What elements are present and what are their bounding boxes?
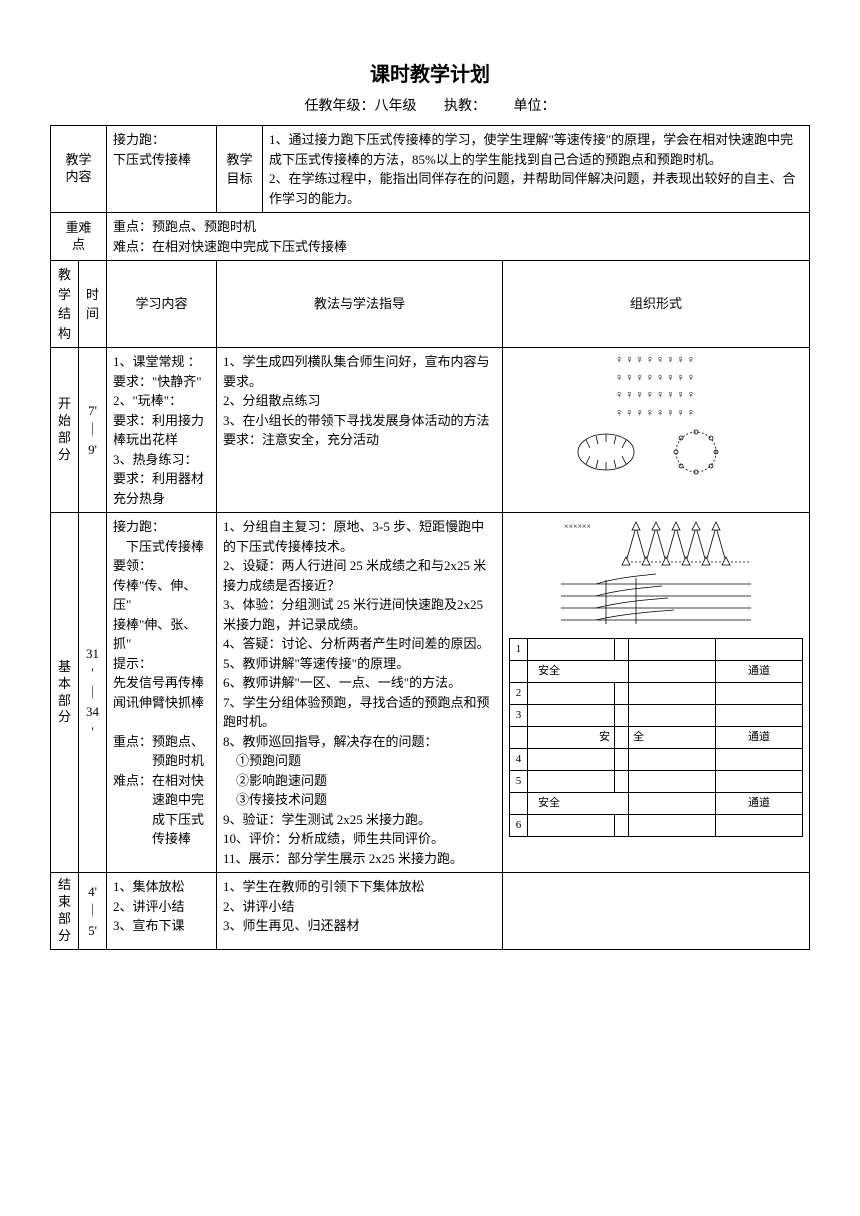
col-method: 教法与学法指导 [217, 261, 503, 348]
main-method: 1、分组自主复习：原地、3-5 步、短距慢跑中的下压式传接棒技术。 2、设疑：两… [217, 513, 503, 873]
end-content: 1、集体放松 2、讲评小结 3、宣布下课 [107, 873, 217, 950]
start-time: 7' ｜ 9' [79, 348, 107, 513]
grid-cell: 4 [510, 749, 528, 771]
lane-grid: 1 安全通道 2 3 安全通道 4 5 安全通道 6 [509, 638, 803, 837]
main-label: 基 本 部 分 [51, 513, 79, 873]
page-title: 课时教学计划 [50, 60, 810, 90]
col-time: 时 间 [79, 261, 107, 348]
col-formation: 组织形式 [503, 261, 810, 348]
col-structure: 教学 结构 [51, 261, 79, 348]
content-label: 教学 内容 [51, 126, 107, 213]
svg-text:××××××: ×××××× [564, 522, 591, 531]
main-formation: ×××××× [503, 513, 810, 873]
grid-cell: 1 [510, 639, 528, 661]
formation-rows-icon: ♀♀♀♀♀♀♀♀♀♀♀♀♀♀♀♀♀♀♀♀♀♀♀♀♀♀♀♀♀♀♀♀ [509, 352, 803, 422]
zigzag-diagram-icon: ×××××× [509, 517, 803, 572]
start-method: 1、学生成四列横队集合师生问好，宣布内容与要求。 2、分组散点练习 3、在小组长… [217, 348, 503, 513]
grid-cell: 6 [510, 815, 528, 837]
grid-safe: 安全 [528, 661, 629, 683]
main-content: 接力跑： 下压式传接棒 要领： 传棒"传、伸、压" 接棒"伸、张、抓" 提示： … [107, 513, 217, 873]
formation-shapes-icon [509, 422, 803, 482]
lanes-diagram-icon [509, 572, 803, 632]
end-label: 结 束 部 分 [51, 873, 79, 950]
grid-safe: 安全 [528, 793, 629, 815]
grid-cell: 2 [510, 683, 528, 705]
grid-cell: 3 [510, 705, 528, 727]
start-label: 开 始 部 分 [51, 348, 79, 513]
subtitle-row: 任教年级：八年级 执教： 单位： [50, 96, 810, 117]
keypoint-label: 重难 点 [51, 213, 107, 261]
grid-safe-r: 全 [629, 727, 716, 749]
end-time: 4' ｜ 5' [79, 873, 107, 950]
end-method: 1、学生在教师的引领下下集体放松 2、讲评小结 3、师生再见、归还器材 [217, 873, 503, 950]
lesson-plan-table: 教学 内容 接力跑： 下压式传接棒 教学 目标 1、通过接力跑下压式传接棒的学习… [50, 125, 810, 950]
grid-safe-l: 安 [528, 727, 615, 749]
teacher-label: 执教： [444, 96, 486, 117]
col-content: 学习内容 [107, 261, 217, 348]
grid-cell: 5 [510, 771, 528, 793]
keypoint-text: 重点：预跑点、预跑时机 难点：在相对快速跑中完成下压式传接棒 [107, 213, 810, 261]
content-text: 接力跑： 下压式传接棒 [107, 126, 217, 213]
grid-lane: 通道 [716, 661, 803, 683]
grid-lane: 通道 [716, 793, 803, 815]
grade-label: 任教年级：八年级 [305, 96, 417, 117]
end-formation [503, 873, 810, 950]
unit-label: 单位： [514, 96, 556, 117]
goal-label: 教学 目标 [217, 126, 263, 213]
start-content: 1、课堂常规 ： 要求："快静齐" 2、"玩棒"： 要求：利用接力棒玩出花样 3… [107, 348, 217, 513]
start-formation: ♀♀♀♀♀♀♀♀♀♀♀♀♀♀♀♀♀♀♀♀♀♀♀♀♀♀♀♀♀♀♀♀ [503, 348, 810, 513]
main-time: 31 ' ｜ 34 ' [79, 513, 107, 873]
goal-text: 1、通过接力跑下压式传接棒的学习，使学生理解"等速传接"的原理，学会在相对快速跑… [263, 126, 810, 213]
grid-lane: 通道 [716, 727, 803, 749]
